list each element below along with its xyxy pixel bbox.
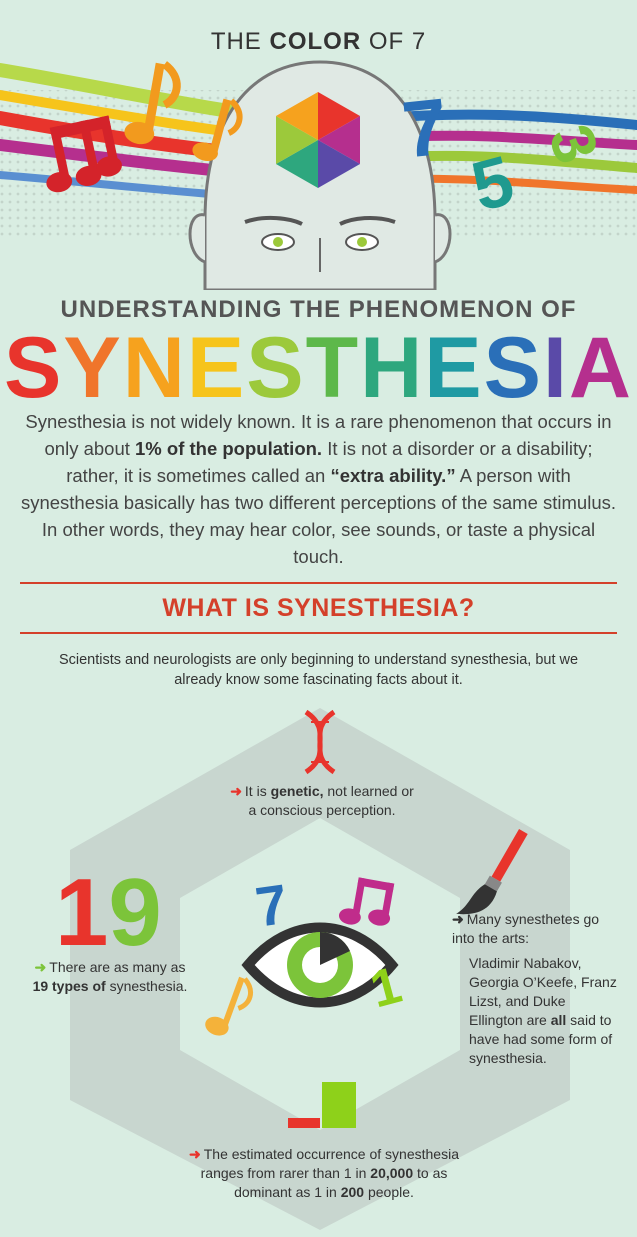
- small-orange-note-icon: [192, 98, 243, 162]
- number-seven-top: 7: [398, 81, 452, 174]
- eye-icon: [241, 922, 399, 1008]
- brand-bold: COLOR: [269, 28, 362, 55]
- fact-occurrence-bold-1: 20,000: [370, 1165, 414, 1181]
- brand-post: OF 7: [361, 28, 427, 55]
- section-rule-bottom: [20, 632, 617, 634]
- bar-ratio-icon: [288, 1082, 356, 1128]
- subtitle: UNDERSTANDING THE PHENOMENON OF: [60, 296, 577, 323]
- fact-types-bold: 19 types of: [32, 978, 106, 994]
- fact-genetic-bold: genetic,: [270, 783, 324, 799]
- fact-genetic-post: not learned or a conscious perception.: [248, 783, 414, 818]
- fact-occurrence-pre: The estimated occurrence of synesthesia …: [200, 1146, 459, 1181]
- title-letter: I: [543, 320, 569, 416]
- brand-pre: THE: [210, 28, 270, 55]
- intro-text-1: Synesthesia is not widely known. It is a…: [25, 411, 612, 459]
- synesthesia-title: SYNESTHESIA: [0, 320, 637, 416]
- fact-occurrence-post: people.: [364, 1184, 414, 1200]
- fact-genetic-pre: It is: [244, 783, 271, 799]
- title-letter: E: [424, 320, 484, 416]
- section-title: WHAT IS SYNESTHESIA?: [162, 594, 475, 622]
- big-number-19: 19: [55, 859, 162, 966]
- title-letter: T: [305, 320, 361, 416]
- title-letter: S: [3, 320, 64, 416]
- fact-occurrence: ➜ The estimated occurrence of synesthesia…: [175, 1145, 473, 1202]
- fact-genetic: ➜ It is genetic, not learned or a conscio…: [230, 782, 414, 820]
- intro-bold-2: “extra ability.”: [330, 465, 456, 486]
- fact-arts: ➜ Many synesthetes go into the arts: Vlad…: [452, 910, 620, 1068]
- fact-arts-pre: Vladimir Nabakov, Georgia O’Keefe, Franz…: [469, 955, 617, 1028]
- lead-paragraph: Scientists and neurologists are only beg…: [58, 652, 579, 688]
- dna-icon: [304, 709, 336, 775]
- fact-arts-post: said to have had some form of synesthesi…: [469, 1012, 613, 1066]
- arrow-right-icon: ➜: [230, 783, 242, 799]
- fact-occurrence-bold-2: 200: [340, 1184, 365, 1200]
- title-letter: S: [483, 320, 543, 416]
- fact-arts-bold: all: [550, 1012, 567, 1028]
- arrow-right-icon: ➜: [34, 959, 47, 975]
- arrow-right-icon: ➜: [189, 1146, 201, 1162]
- brand-title: THE COLOR OF 7: [0, 28, 637, 56]
- section-rule-top: [20, 582, 617, 584]
- title-letter: Y: [63, 320, 123, 416]
- intro-text-2: It is not a disorder or a disability; ra…: [66, 438, 593, 486]
- magenta-music-note-icon: [338, 877, 395, 926]
- title-letter: S: [246, 320, 306, 416]
- hero-illustration: 7 5 3: [0, 60, 637, 290]
- title-letter: H: [360, 320, 425, 416]
- fact-arts-line1: Many synesthetes go into the arts:: [452, 911, 600, 946]
- title-letter: N: [122, 320, 187, 416]
- intro-paragraph: Synesthesia is not widely known. It is a…: [20, 408, 617, 570]
- color-wheel-icon: [276, 92, 360, 188]
- arrow-right-icon: ➜: [452, 911, 464, 927]
- paintbrush-icon: [456, 829, 528, 915]
- title-letter: A: [568, 320, 634, 416]
- intro-bold-1: 1% of the population.: [135, 438, 323, 459]
- yellow-music-note-icon: [205, 976, 253, 1036]
- red-music-note-icon: [46, 115, 122, 193]
- fact-types: ➜ There are as many as 19 types of synest…: [30, 958, 190, 996]
- fact-occurrence-mid: to as dominant as 1 in: [234, 1165, 448, 1200]
- fact-arts-intro: ➜ Many synesthetes go into the arts:: [452, 910, 620, 948]
- fact-types-post: synesthesia.: [105, 978, 188, 994]
- facts-diagram: 19 7 1: [55, 708, 570, 1230]
- title-letter: E: [186, 320, 247, 416]
- orange-music-note-icon: [124, 61, 181, 145]
- intro-text-3: A person with synesthesia basically has …: [20, 465, 617, 567]
- fact-types-pre: There are as many as: [49, 959, 186, 975]
- fact-arts-detail: Vladimir Nabakov, Georgia O’Keefe, Franz…: [452, 954, 620, 1068]
